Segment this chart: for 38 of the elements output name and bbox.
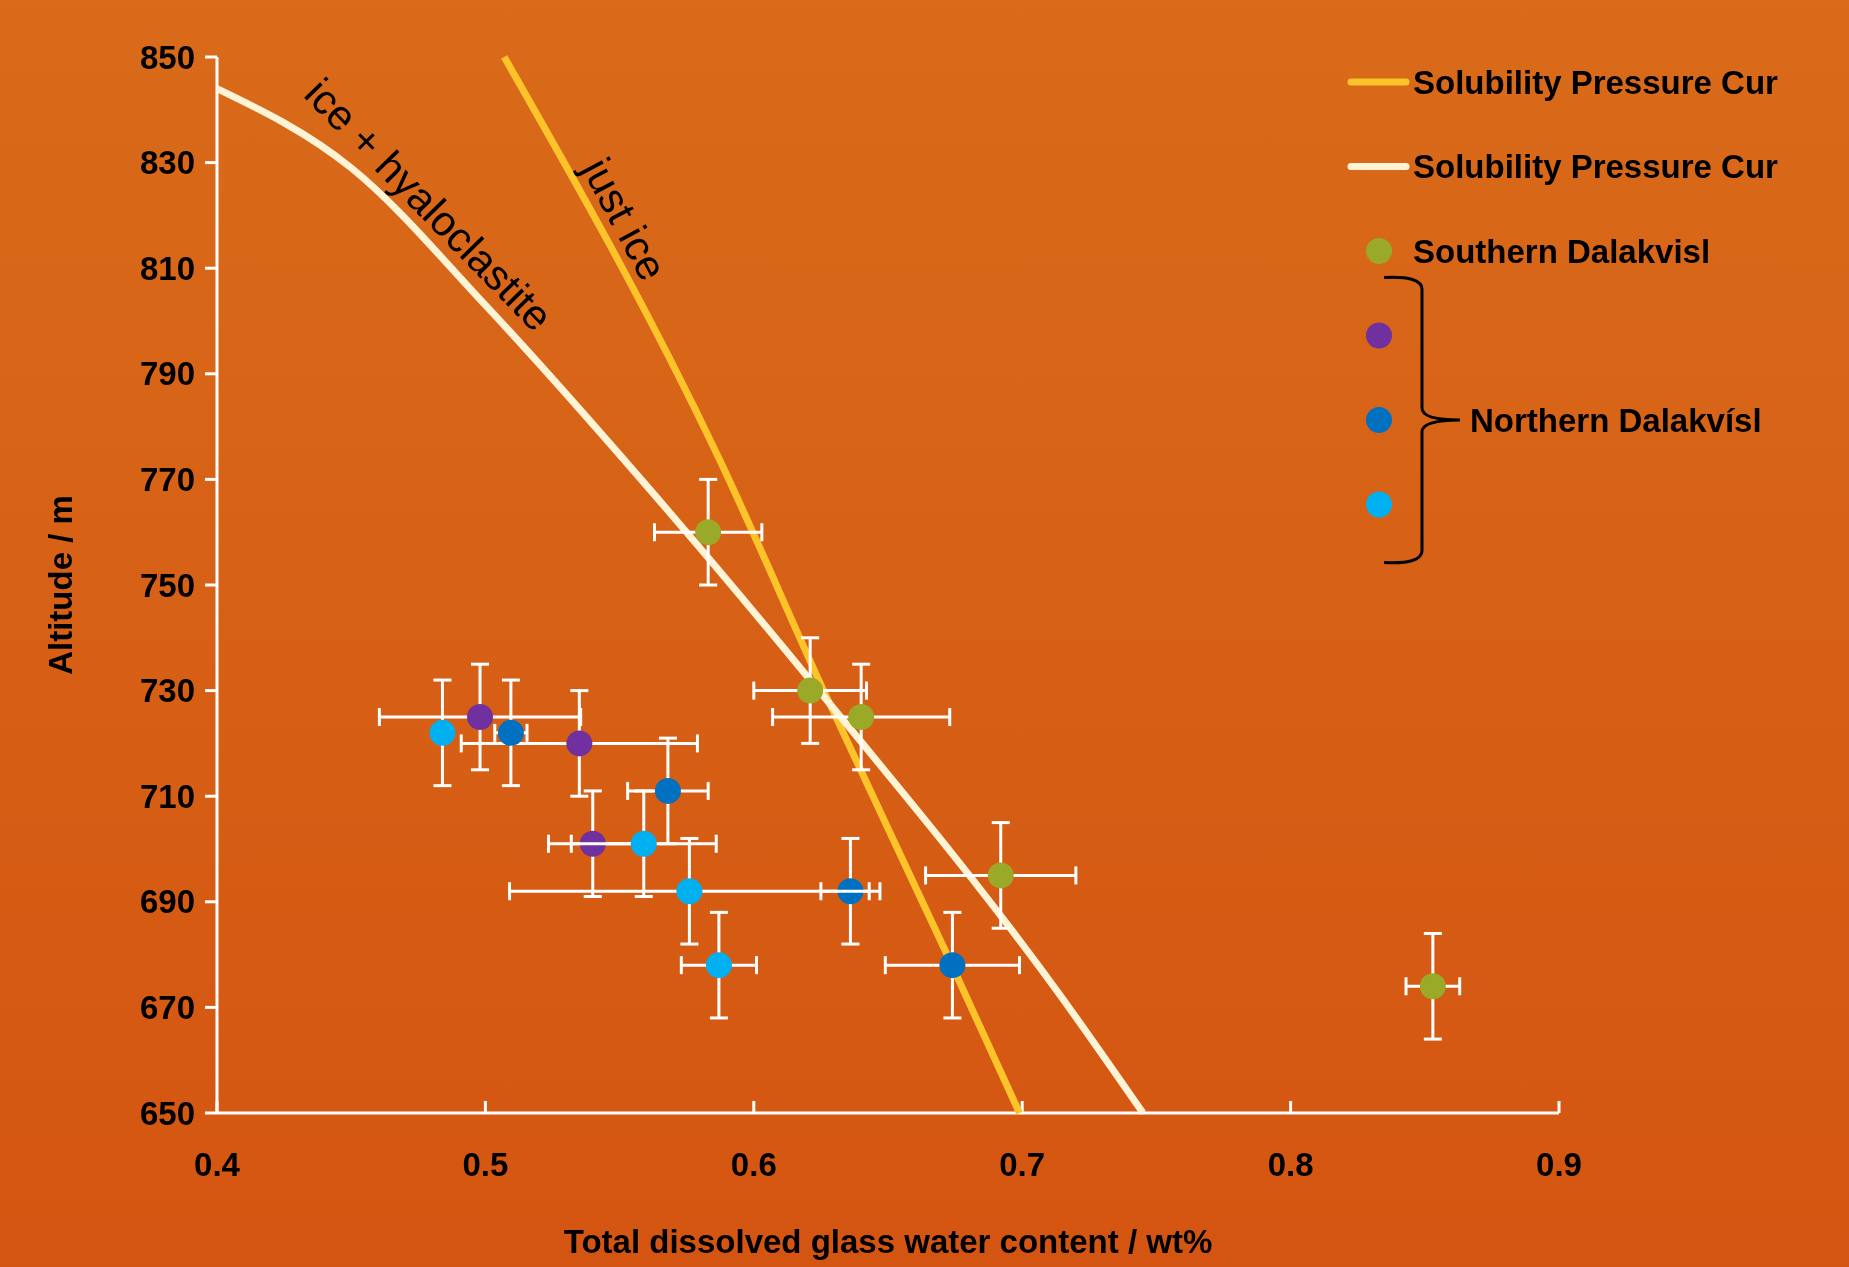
y-tick-label: 730: [139, 672, 195, 710]
legend-label: Solubility Pressure Cur: [1413, 63, 1779, 101]
x-tick-label: 0.4: [194, 1146, 241, 1183]
y-tick-label: 790: [139, 355, 195, 393]
point: [797, 677, 824, 704]
x-axis-title: Total dissolved glass water content / wt%: [563, 1223, 1213, 1260]
y-tick-label: 830: [139, 144, 195, 182]
y-tick-label: 650: [139, 1094, 195, 1132]
point: [695, 519, 722, 546]
point: [705, 952, 732, 979]
x-tick-label: 0.9: [1536, 1146, 1582, 1183]
point: [429, 719, 456, 746]
point: [848, 704, 875, 730]
legend-label: Solubility Pressure Cur: [1413, 148, 1779, 186]
point: [654, 777, 681, 804]
point: [987, 862, 1014, 889]
y-tick-label: 750: [139, 566, 195, 604]
y-tick-label: 710: [139, 777, 195, 815]
point: [676, 878, 703, 905]
x-tick-label: 0.7: [999, 1146, 1046, 1183]
y-tick-label: 770: [139, 460, 195, 498]
x-tick-label: 0.8: [1267, 1146, 1314, 1183]
point: [1419, 973, 1446, 1000]
annotation: Northern Dalakvísl: [1470, 401, 1762, 439]
point: [497, 719, 524, 746]
y-tick-label: 670: [139, 988, 195, 1026]
y-tick-label: 690: [139, 883, 195, 921]
point: [630, 830, 657, 857]
y-tick-label: 810: [139, 249, 195, 287]
point: [566, 730, 593, 757]
y-tick-label: 850: [139, 38, 195, 76]
legend-label: Southern Dalakvisl: [1413, 232, 1711, 270]
x-tick-label: 0.5: [462, 1146, 509, 1183]
point: [467, 704, 494, 730]
point: [939, 952, 966, 979]
y-axis-title: Altitude / m: [42, 495, 79, 675]
x-tick-label: 0.6: [730, 1146, 777, 1183]
annotation: just ice: [572, 148, 677, 288]
